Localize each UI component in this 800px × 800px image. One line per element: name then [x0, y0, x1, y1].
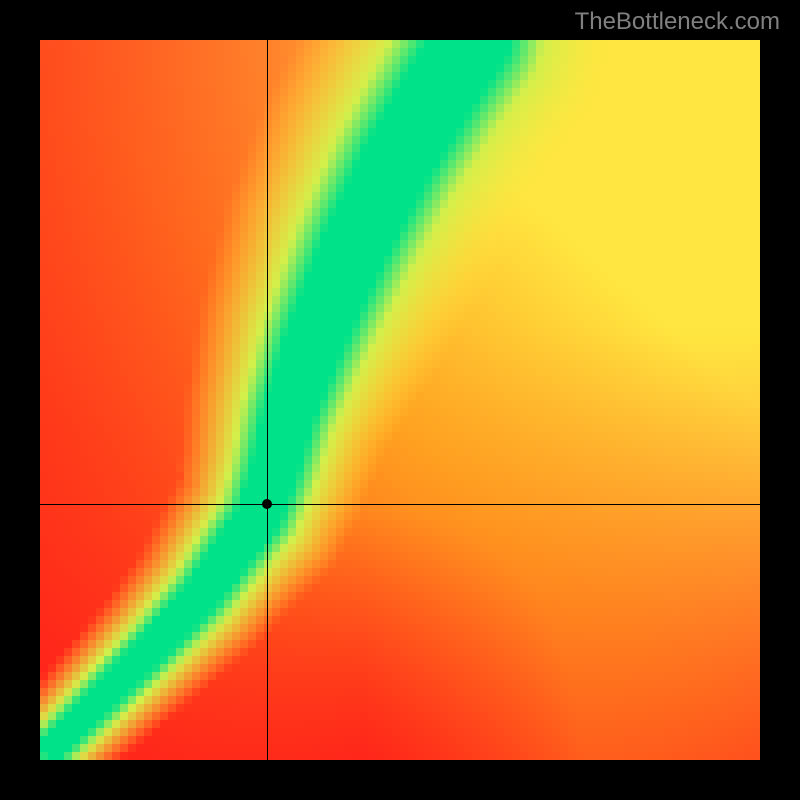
heatmap-canvas	[40, 40, 760, 760]
watermark-text: TheBottleneck.com	[575, 8, 780, 36]
heatmap-chart	[40, 40, 760, 760]
crosshair-horizontal	[40, 504, 760, 505]
data-marker	[262, 499, 272, 509]
crosshair-vertical	[267, 40, 268, 760]
